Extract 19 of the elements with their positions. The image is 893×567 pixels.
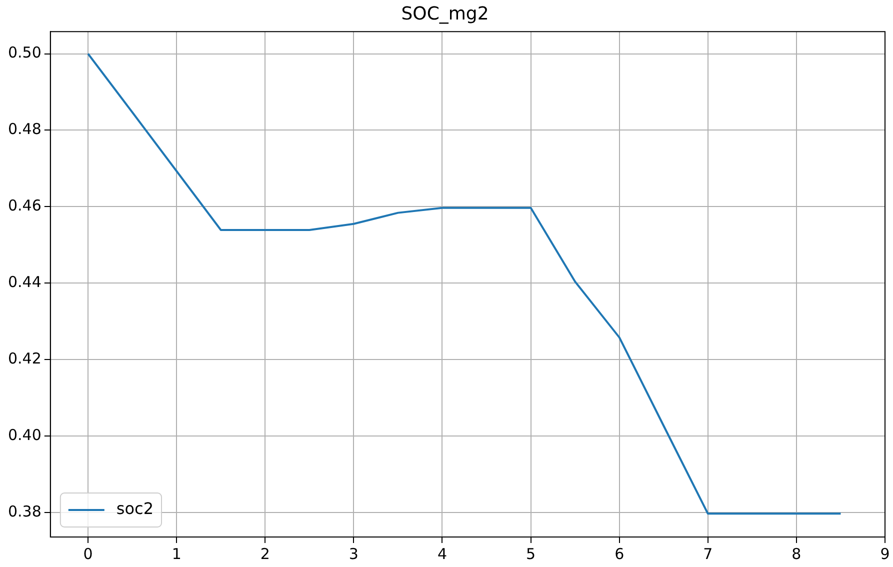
y-tick-label: 0.46 <box>8 196 42 215</box>
y-tick-label: 0.40 <box>8 426 42 444</box>
y-tick-label: 0.50 <box>8 44 42 62</box>
y-tick-label: 0.38 <box>8 502 42 520</box>
x-tick-label: 9 <box>880 544 890 563</box>
x-tick-label: 3 <box>348 544 358 563</box>
x-tick-label: 5 <box>526 544 536 563</box>
x-tick-label: 1 <box>172 544 182 563</box>
x-tick-label: 2 <box>260 544 270 563</box>
x-tick-label: 4 <box>437 544 448 563</box>
x-tick-label: 8 <box>792 544 802 563</box>
x-tick-label: 6 <box>614 544 624 563</box>
chart-title: SOC_mg2 <box>401 3 489 24</box>
legend-label: soc2 <box>116 499 154 518</box>
y-tick-label: 0.42 <box>8 350 42 368</box>
y-tick-label: 0.44 <box>8 273 42 292</box>
x-tick-label: 0 <box>83 544 93 563</box>
x-tick-label: 7 <box>703 544 713 563</box>
y-tick-label: 0.48 <box>8 120 42 138</box>
